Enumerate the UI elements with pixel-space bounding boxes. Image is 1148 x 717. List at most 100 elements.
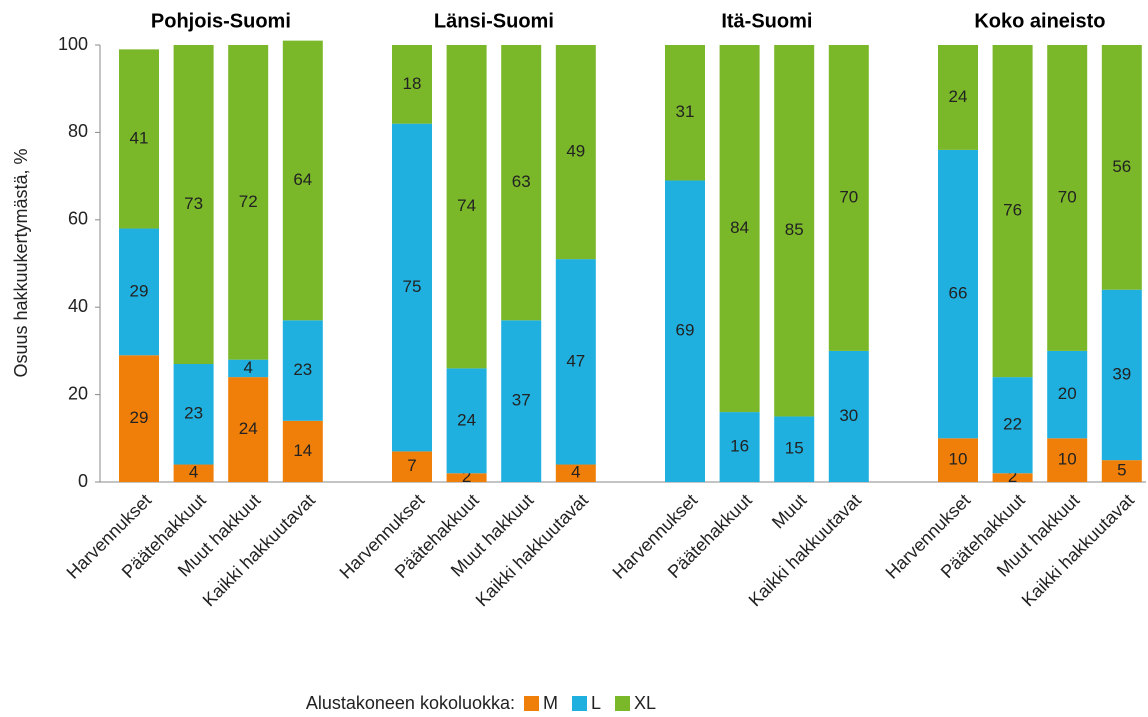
value-label: 5 <box>1117 461 1126 480</box>
value-label: 10 <box>949 450 968 469</box>
bar-segment <box>828 45 869 351</box>
value-label: 14 <box>293 441 312 460</box>
bar-segment <box>119 49 159 229</box>
value-label: 30 <box>839 406 858 425</box>
value-label: 73 <box>184 194 203 213</box>
value-label: 23 <box>293 360 312 379</box>
y-tick-label: 20 <box>68 383 88 403</box>
bar-segment <box>774 45 815 417</box>
value-label: 24 <box>949 87 968 106</box>
value-label: 39 <box>1112 364 1131 383</box>
value-label: 29 <box>130 408 149 427</box>
legend-title: Alustakoneen kokoluokka: <box>306 693 515 713</box>
value-label: 76 <box>1003 201 1022 220</box>
value-label: 24 <box>239 419 258 438</box>
legend-swatch <box>572 696 587 711</box>
bar-segment <box>1101 45 1142 290</box>
value-label: 74 <box>457 196 476 215</box>
value-label: 2 <box>462 467 471 486</box>
value-label: 4 <box>189 463 198 482</box>
bar-segment <box>774 416 815 482</box>
value-label: 22 <box>1003 415 1022 434</box>
bar-segment <box>665 45 705 181</box>
value-label: 7 <box>407 456 416 475</box>
y-tick-label: 0 <box>78 471 88 491</box>
bar-segment <box>392 123 432 452</box>
bar-segment <box>938 149 978 439</box>
value-label: 37 <box>512 391 531 410</box>
bar-segment <box>828 350 869 482</box>
value-label: 49 <box>566 142 585 161</box>
value-label: 69 <box>676 321 695 340</box>
value-label: 84 <box>730 218 749 237</box>
value-label: 24 <box>457 410 476 429</box>
bar-segment <box>555 464 596 482</box>
value-label: 56 <box>1112 157 1131 176</box>
bar-segment <box>555 259 596 465</box>
value-label: 18 <box>403 74 422 93</box>
bar-segment <box>665 180 705 482</box>
bar-segment <box>555 45 596 260</box>
value-label: 16 <box>730 437 749 456</box>
bar-segment <box>1047 350 1088 439</box>
bar-segment <box>501 320 542 482</box>
group-title: Pohjois-Suomi <box>151 10 291 32</box>
legend-label: L <box>591 693 601 713</box>
bar-segment <box>719 45 760 413</box>
legend-label: XL <box>634 693 656 713</box>
y-tick-label: 100 <box>58 34 88 54</box>
value-label: 64 <box>293 170 312 189</box>
bar-segment <box>173 464 214 482</box>
bar-segment <box>1047 438 1088 482</box>
bar-segment <box>446 45 487 369</box>
bar-segment <box>1101 289 1142 461</box>
bar-segment <box>392 451 432 482</box>
bar-segment <box>992 45 1033 378</box>
value-label: 70 <box>1058 187 1077 206</box>
value-label: 20 <box>1058 384 1077 403</box>
legend-swatch <box>615 696 631 711</box>
value-label: 31 <box>676 102 695 121</box>
value-label: 70 <box>839 187 858 206</box>
bar-segment <box>1101 460 1142 482</box>
bar-segment <box>938 438 978 482</box>
bar-segment <box>119 355 159 482</box>
value-label: 15 <box>785 439 804 458</box>
value-label: 47 <box>566 351 585 370</box>
value-label: 63 <box>512 172 531 191</box>
bar-segment <box>992 473 1033 482</box>
bar-segment <box>938 45 978 150</box>
bar-segment <box>719 412 760 482</box>
bar-segment <box>446 473 487 482</box>
value-label: 2 <box>1008 467 1017 486</box>
value-label: 29 <box>130 281 149 300</box>
y-tick-label: 40 <box>68 296 88 316</box>
legend-swatch <box>524 696 539 711</box>
value-label: 23 <box>184 404 203 423</box>
group-title: Itä-Suomi <box>721 10 812 32</box>
value-label: 72 <box>239 192 258 211</box>
bar-segment <box>1047 45 1088 351</box>
value-label: 4 <box>243 358 252 377</box>
value-label: 85 <box>785 220 804 239</box>
value-label: 66 <box>949 284 968 303</box>
bar-segment <box>392 45 432 124</box>
value-label: 41 <box>130 128 149 147</box>
value-label: 10 <box>1058 450 1077 469</box>
bar-segment <box>501 45 542 321</box>
bar-segment <box>228 45 269 360</box>
bar-segment <box>228 359 269 378</box>
bar-segment <box>282 40 323 321</box>
bar-segment <box>228 377 269 482</box>
bar-segment <box>282 420 323 482</box>
y-tick-label: 80 <box>68 121 88 141</box>
legend-label: M <box>543 693 558 713</box>
y-tick-label: 60 <box>68 209 88 229</box>
group-title: Koko aineisto <box>974 10 1105 32</box>
bar-segment <box>173 45 214 365</box>
bar-segment <box>282 320 323 421</box>
x-tick-label: Muut <box>768 490 810 532</box>
bar-segment <box>992 377 1033 474</box>
value-label: 75 <box>403 277 422 296</box>
